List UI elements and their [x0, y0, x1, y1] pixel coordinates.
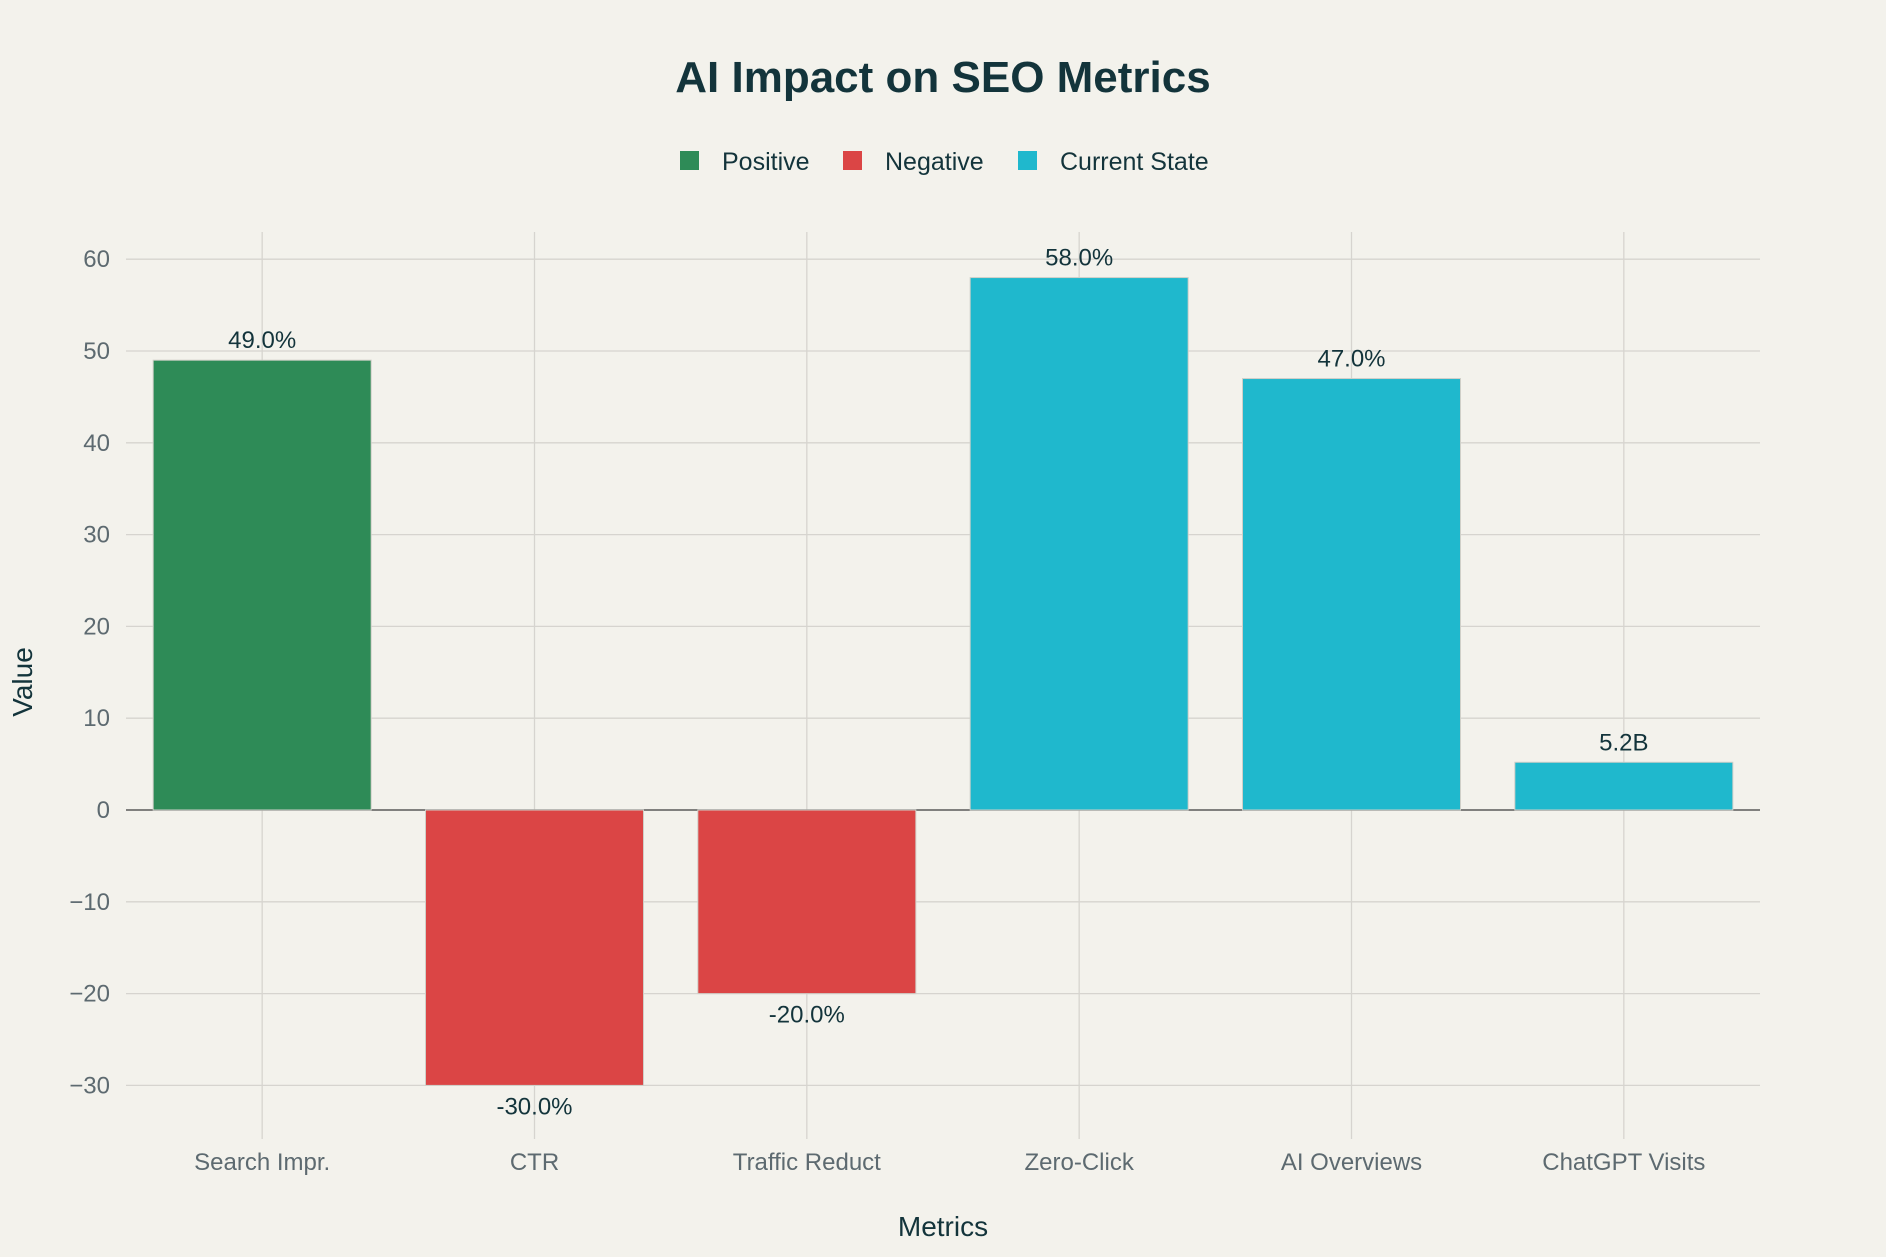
data-labels: 49.0% -30.0% -20.0% 58.0% 47.0% 5.2B: [228, 245, 1648, 1121]
chart-title: AI Impact on SEO Metrics: [675, 53, 1210, 102]
x-tick-label: Search Impr.: [194, 1149, 330, 1176]
x-axis-title: Metrics: [898, 1211, 988, 1242]
data-label: -20.0%: [769, 1002, 845, 1029]
y-tick-label: 50: [83, 338, 110, 365]
y-tick-label: 60: [83, 246, 110, 273]
legend-label: Positive: [722, 148, 810, 176]
data-label: 49.0%: [228, 327, 296, 354]
bar: [697, 809, 917, 995]
x-tick-label: AI Overviews: [1281, 1149, 1422, 1176]
bar: [1242, 378, 1461, 811]
x-axis-ticks: Search Impr. CTR Traffic Reduct Zero-Click A…: [194, 1149, 1705, 1176]
x-tick-label: CTR: [510, 1149, 559, 1176]
y-axis-ticks: 60 50 40 30 20 10 0 −10 −20 −30: [69, 246, 110, 1099]
y-axis-title: Value: [7, 647, 38, 717]
legend: Positive Negative Current State: [680, 148, 1209, 176]
bar: [152, 359, 372, 811]
x-tick-label: ChatGPT Visits: [1542, 1149, 1705, 1176]
legend-label: Current State: [1060, 148, 1209, 176]
y-tick-label: 10: [83, 705, 110, 732]
y-tick-label: 30: [83, 522, 110, 549]
y-tick-label: 0: [97, 797, 110, 824]
data-label: 5.2B: [1599, 729, 1648, 756]
legend-swatch: [843, 151, 862, 170]
gridlines: [126, 232, 1760, 1139]
data-label: -30.0%: [496, 1093, 572, 1120]
legend-label: Negative: [885, 148, 984, 176]
bar: [969, 277, 1189, 811]
bar: [1514, 761, 1734, 811]
x-tick-label: Zero-Click: [1024, 1149, 1134, 1176]
y-tick-label: 40: [83, 430, 110, 457]
legend-swatch: [680, 151, 699, 170]
data-label: 47.0%: [1317, 346, 1385, 373]
x-tick-label: Traffic Reduct: [733, 1149, 881, 1176]
legend-swatch: [1018, 151, 1037, 170]
y-tick-label: −10: [69, 889, 110, 916]
bars: [152, 277, 1734, 1086]
y-tick-label: 20: [83, 613, 110, 640]
y-tick-label: −20: [69, 981, 110, 1008]
y-tick-label: −30: [69, 1072, 110, 1099]
data-label: 58.0%: [1045, 245, 1113, 272]
bar: [425, 809, 644, 1086]
